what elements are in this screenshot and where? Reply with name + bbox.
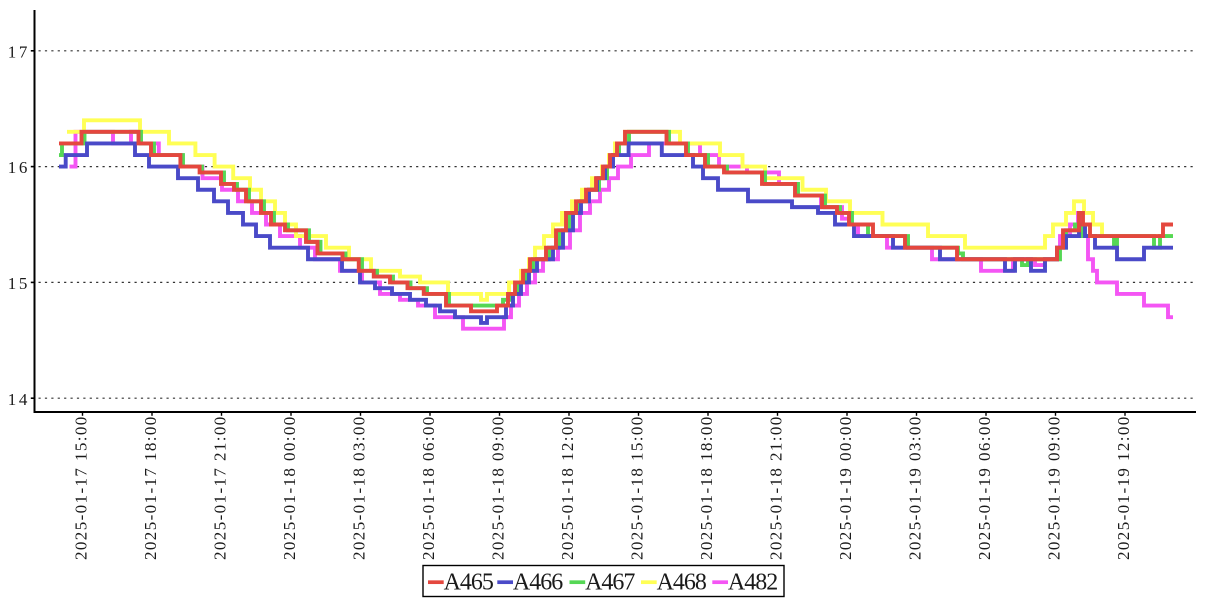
svg-text:15: 15 xyxy=(8,274,30,293)
svg-text:2025-01-19 00:00: 2025-01-19 00:00 xyxy=(836,415,855,560)
svg-text:2025-01-18 06:00: 2025-01-18 06:00 xyxy=(419,415,438,560)
svg-text:2025-01-17 15:00: 2025-01-17 15:00 xyxy=(71,415,90,560)
svg-text:17: 17 xyxy=(8,42,30,61)
svg-text:14: 14 xyxy=(8,390,30,409)
svg-text:2025-01-18 21:00: 2025-01-18 21:00 xyxy=(766,415,785,560)
svg-text:2025-01-18 09:00: 2025-01-18 09:00 xyxy=(488,415,507,560)
svg-text:2025-01-18 15:00: 2025-01-18 15:00 xyxy=(627,415,646,560)
svg-text:A465: A465 xyxy=(444,570,494,596)
svg-text:2025-01-18 03:00: 2025-01-18 03:00 xyxy=(349,415,368,560)
svg-text:2025-01-19 09:00: 2025-01-19 09:00 xyxy=(1044,415,1063,560)
svg-text:2025-01-17 18:00: 2025-01-17 18:00 xyxy=(141,415,160,560)
svg-text:2025-01-19 06:00: 2025-01-19 06:00 xyxy=(975,415,994,560)
svg-text:A482: A482 xyxy=(728,570,777,596)
svg-text:16: 16 xyxy=(8,158,30,177)
svg-text:A466: A466 xyxy=(513,570,563,596)
svg-text:A467: A467 xyxy=(585,570,635,596)
svg-text:2025-01-19 12:00: 2025-01-19 12:00 xyxy=(1114,415,1133,560)
svg-text:2025-01-18 18:00: 2025-01-18 18:00 xyxy=(697,415,716,560)
svg-text:A468: A468 xyxy=(657,570,707,596)
svg-text:2025-01-17 21:00: 2025-01-17 21:00 xyxy=(210,415,229,560)
svg-text:2025-01-18 00:00: 2025-01-18 00:00 xyxy=(280,415,299,560)
svg-text:2025-01-19 03:00: 2025-01-19 03:00 xyxy=(905,415,924,560)
svg-text:2025-01-18 12:00: 2025-01-18 12:00 xyxy=(558,415,577,560)
